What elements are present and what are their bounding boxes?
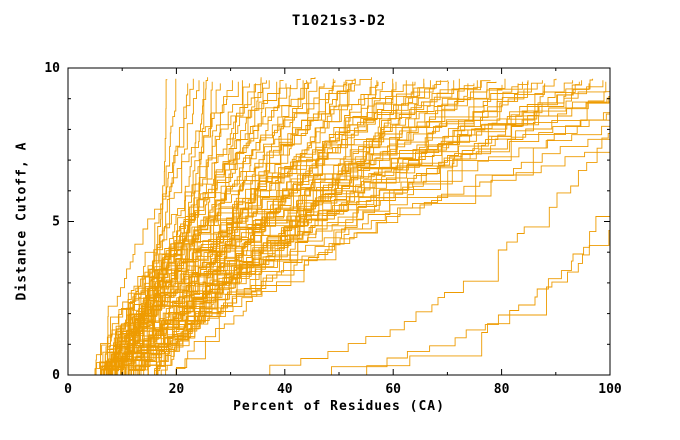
model-curve (111, 84, 503, 375)
model-curve (100, 83, 546, 375)
model-curve (154, 83, 538, 375)
curve-group (94, 77, 610, 375)
x-tick-label: 100 (598, 382, 622, 397)
model-curve (94, 81, 239, 375)
y-tick-label: 10 (44, 61, 60, 76)
model-curve (94, 83, 250, 375)
model-curve (105, 78, 262, 375)
chart-title: T1021s3-D2 (291, 13, 387, 29)
y-axis-label: Distance Cutoff, A (14, 141, 30, 301)
model-curve (116, 86, 610, 375)
model-curve (111, 80, 478, 375)
model-curve (176, 80, 431, 375)
model-curve (100, 81, 309, 375)
y-tick-label: 0 (52, 368, 60, 383)
x-tick-label: 0 (64, 382, 72, 397)
x-tick-label: 60 (385, 382, 401, 397)
model-curve (100, 84, 434, 375)
x-tick-label: 20 (169, 382, 185, 397)
model-curve (111, 223, 610, 375)
model-curve (100, 81, 610, 375)
model-curve (138, 125, 610, 375)
x-tick-label: 80 (494, 382, 510, 397)
model-curve (105, 127, 610, 375)
model-curve (121, 90, 610, 375)
model-curve (133, 142, 610, 375)
model-curve (149, 80, 491, 375)
x-axis-label: Percent of Residues (CA) (233, 399, 445, 414)
model-curve (111, 77, 316, 375)
model-curve (111, 81, 345, 375)
model-curve (100, 210, 610, 375)
model-curve (105, 84, 610, 375)
model-curve (95, 83, 325, 375)
y-tick-label: 5 (52, 215, 60, 230)
model-curve (133, 80, 604, 375)
model-curve (116, 81, 528, 375)
x-tick-label: 40 (277, 382, 293, 397)
model-curve (105, 83, 469, 375)
model-curve (110, 121, 610, 375)
model-curve (116, 114, 610, 375)
